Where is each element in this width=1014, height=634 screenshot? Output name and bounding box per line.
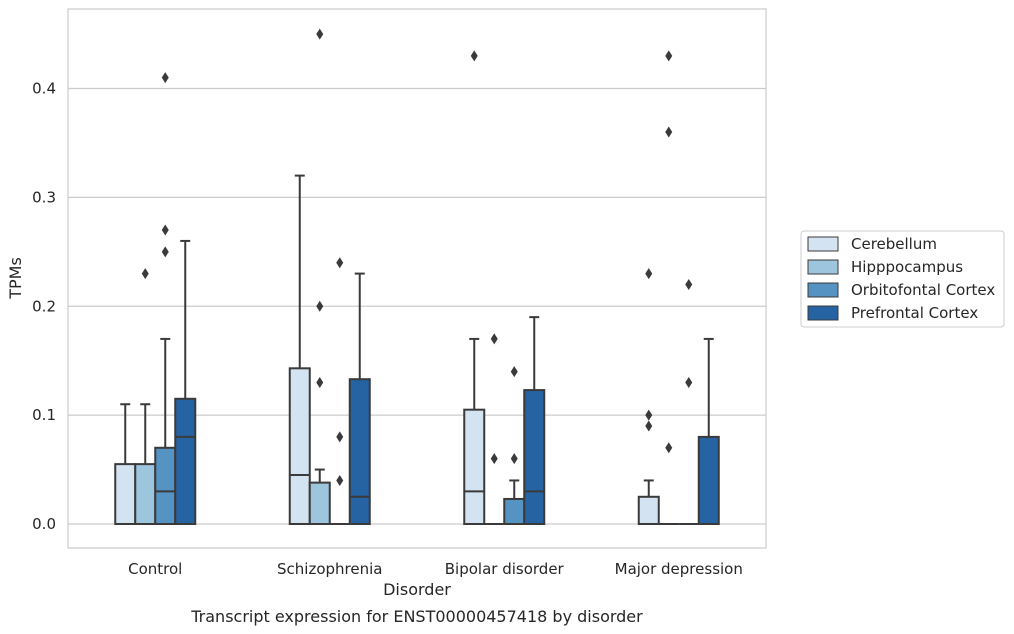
outlier-point [510, 366, 518, 378]
outlier-point [665, 126, 673, 138]
legend-label: Cerebellum [851, 235, 937, 253]
outlier-point [470, 50, 478, 62]
legend-frame [800, 230, 1005, 328]
outlier-point [161, 246, 169, 258]
outlier-point [665, 50, 673, 62]
x-axis-title: Disorder [383, 580, 451, 599]
legend-label: Hipppocampus [851, 258, 963, 276]
outlier-point [490, 333, 498, 345]
x-axis-ticks: Control Schizophrenia Bipolar disorder Majo… [128, 560, 743, 578]
box [658, 50, 679, 525]
box-body [288, 367, 311, 525]
box-body [348, 378, 371, 526]
outlier-point [336, 474, 344, 486]
y-axis-title: TPMs [6, 257, 25, 300]
outlier-point [316, 28, 324, 40]
box-body [308, 481, 331, 526]
box-body [134, 463, 157, 525]
box [697, 337, 720, 525]
box [484, 333, 505, 525]
box-series [114, 28, 720, 526]
box-body [503, 497, 526, 525]
box [329, 257, 350, 525]
y-tick-label: 0.3 [32, 188, 56, 206]
box [523, 316, 546, 525]
x-tick-label: Schizophrenia [277, 560, 382, 578]
box-body [523, 389, 546, 525]
y-axis-ticks: 0.0 0.1 0.2 0.3 0.4 [32, 80, 56, 534]
box-body [463, 408, 486, 525]
x-tick-label: Control [128, 560, 182, 578]
outlier-point [645, 268, 653, 280]
series-cerebellum [114, 50, 660, 525]
outlier-point [161, 72, 169, 84]
legend-swatch [807, 259, 839, 275]
outlier-point [141, 268, 149, 280]
box-body [637, 495, 660, 525]
series-hipppocampus [134, 28, 679, 526]
y-tick-label: 0.2 [32, 297, 56, 315]
outlier-point [645, 420, 653, 432]
box [134, 268, 157, 525]
box-body [174, 397, 197, 526]
outlier-point [316, 376, 324, 388]
y-tick-label: 0.0 [32, 515, 56, 533]
box [678, 278, 699, 525]
box [288, 174, 311, 525]
outlier-point [645, 409, 653, 421]
legend-swatch [807, 305, 839, 321]
outlier-point [336, 257, 344, 269]
box [348, 272, 371, 526]
box-body [114, 463, 137, 525]
box [637, 268, 660, 525]
outlier-point [685, 376, 693, 388]
legend-swatch [807, 282, 839, 298]
legend-label: Prefrontal Cortex [851, 304, 978, 322]
box [308, 28, 331, 526]
box [463, 50, 486, 525]
plot-frame [67, 8, 767, 549]
box [503, 366, 526, 525]
chart-caption: Transcript expression for ENST0000045741… [190, 607, 643, 626]
outlier-point [685, 278, 693, 290]
outlier-point [490, 453, 498, 465]
box-body [154, 446, 177, 526]
series-prefrontal-cortex [174, 239, 720, 526]
outlier-point [336, 431, 344, 443]
outlier-point [161, 224, 169, 236]
y-tick-label: 0.1 [32, 406, 56, 424]
outlier-point [316, 300, 324, 312]
legend-label: Orbitofontal Cortex [851, 281, 995, 299]
legend-swatch [807, 236, 839, 252]
outlier-point [510, 453, 518, 465]
outlier-point [665, 442, 673, 454]
box [174, 239, 197, 526]
x-tick-label: Major depression [615, 560, 743, 578]
x-tick-label: Bipolar disorder [445, 560, 565, 578]
legend: Cerebellum Hipppocampus Orbitofontal Corte… [800, 230, 1005, 328]
y-tick-label: 0.4 [32, 80, 56, 98]
box-body [697, 435, 720, 525]
series-orbitofontal-cortex [154, 72, 699, 526]
